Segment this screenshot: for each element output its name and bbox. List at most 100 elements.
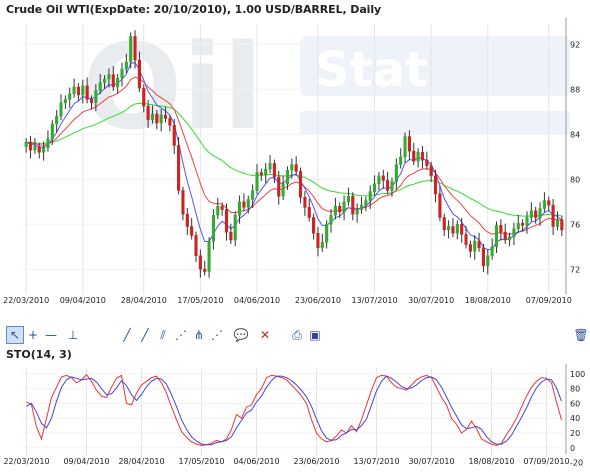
candle: [386, 171, 390, 195]
candle-body: [24, 141, 28, 147]
candle-body: [429, 165, 433, 177]
candle-body: [259, 172, 263, 175]
candle-body: [455, 224, 459, 234]
candle-body: [494, 225, 499, 247]
stochastic-chart[interactable]: -20 0 20 40 60 80 100 22/03/2010 09/04/2010 28/0…: [0, 360, 590, 472]
pitchfork-icon[interactable]: ⋔: [193, 328, 205, 342]
sto-axis-labels: -20 0 20 40 60 80 100: [570, 370, 585, 468]
speed-lines-icon[interactable]: ⋰: [211, 328, 223, 342]
candle: [33, 138, 37, 154]
candle-body: [407, 136, 411, 152]
horizontal-line-icon[interactable]: —: [45, 328, 57, 342]
candle: [94, 84, 98, 112]
candles: [24, 30, 564, 278]
save-icon[interactable]: ▣: [309, 328, 321, 342]
candle: [521, 219, 525, 232]
candle-body: [163, 114, 168, 119]
sto-date-labels: 22/03/2010 09/04/2010 28/04/2010 17/05/2010…: [3, 457, 569, 466]
candle-body: [55, 116, 59, 125]
candle: [111, 66, 115, 91]
candle-body: [521, 222, 525, 226]
candle-body: [111, 74, 115, 88]
label-icon[interactable]: 💬: [233, 328, 249, 342]
price-chart[interactable]: Oil Stat 72 76 80 84 88 92 22/03/2010 09/04/20…: [0, 18, 590, 310]
candle: [338, 202, 342, 219]
candle-body: [146, 105, 150, 120]
delete-icon[interactable]: ✕: [259, 328, 271, 342]
vertical-line-icon[interactable]: ⊥: [67, 328, 79, 342]
candle: [137, 51, 141, 93]
fast-moving-average: [25, 61, 563, 251]
candle-body: [355, 209, 359, 215]
sto-date-tick-label: 13/07/2010: [353, 457, 399, 466]
candle-body: [503, 231, 507, 241]
candle-body: [534, 210, 538, 218]
candle-body: [155, 113, 159, 124]
crosshair-icon[interactable]: +: [27, 328, 39, 342]
sto-tick-label: 0: [570, 444, 575, 453]
candle: [325, 220, 329, 249]
cursor-icon[interactable]: ↖: [6, 326, 24, 344]
candle: [407, 130, 411, 160]
candle-body: [547, 200, 551, 206]
ray-icon[interactable]: ╱: [141, 328, 149, 342]
candle-body: [399, 156, 403, 165]
sto-tick-label: 40: [570, 414, 580, 423]
candle-body: [473, 240, 477, 252]
candle: [251, 184, 255, 208]
candle: [216, 197, 220, 220]
fan-icon[interactable]: ⋰: [175, 328, 187, 342]
candle: [525, 211, 529, 234]
price-tick-label: 72: [570, 265, 580, 274]
candle-body: [325, 224, 329, 243]
candle: [503, 223, 507, 244]
candle: [159, 108, 163, 132]
candle: [307, 198, 311, 222]
candle-body: [277, 176, 281, 197]
candle-body: [211, 215, 215, 242]
candle-body: [298, 171, 303, 198]
candle: [455, 220, 459, 240]
candle-body: [373, 183, 377, 192]
candle-body: [542, 200, 546, 209]
candle-body: [285, 170, 290, 184]
candle-body: [264, 168, 268, 175]
candle: [416, 148, 420, 168]
candle: [168, 114, 172, 132]
trash-icon[interactable]: 🗑: [573, 328, 589, 342]
candle: [355, 203, 359, 223]
parallel-channel-icon[interactable]: ⫽: [160, 328, 166, 342]
candle-body: [33, 146, 37, 151]
candle: [399, 148, 403, 169]
candle: [116, 74, 120, 94]
candle: [529, 202, 533, 222]
candle-body: [103, 78, 107, 83]
candle: [394, 158, 398, 190]
date-tick-label: 18/08/2010: [465, 296, 511, 305]
candle-body: [316, 233, 320, 249]
candle-body: [98, 82, 102, 91]
watermark-underbar: [300, 111, 570, 135]
stochastic-title: STO(14, 3): [6, 348, 72, 361]
candle: [359, 196, 364, 214]
candle: [259, 168, 263, 181]
sto-date-tick-label: 09/04/2010: [63, 457, 109, 466]
candle: [285, 166, 290, 190]
candle: [464, 225, 468, 249]
candle-body: [68, 93, 72, 100]
candle-body: [329, 215, 333, 225]
candle-body: [190, 226, 194, 236]
candle-body: [72, 86, 76, 94]
trend-line-icon[interactable]: ╱: [123, 328, 131, 342]
candle-body: [368, 191, 372, 201]
candle: [420, 146, 425, 169]
candle-body: [386, 180, 390, 191]
sto-tick-label: 20: [570, 429, 580, 438]
candle-body: [394, 164, 398, 182]
candle: [390, 177, 394, 197]
candle-body: [529, 210, 533, 218]
candle-body: [238, 201, 242, 216]
candle-body: [229, 231, 233, 241]
date-tick-label: 13/07/2010: [352, 296, 398, 305]
print-icon[interactable]: ⎙: [292, 328, 302, 342]
